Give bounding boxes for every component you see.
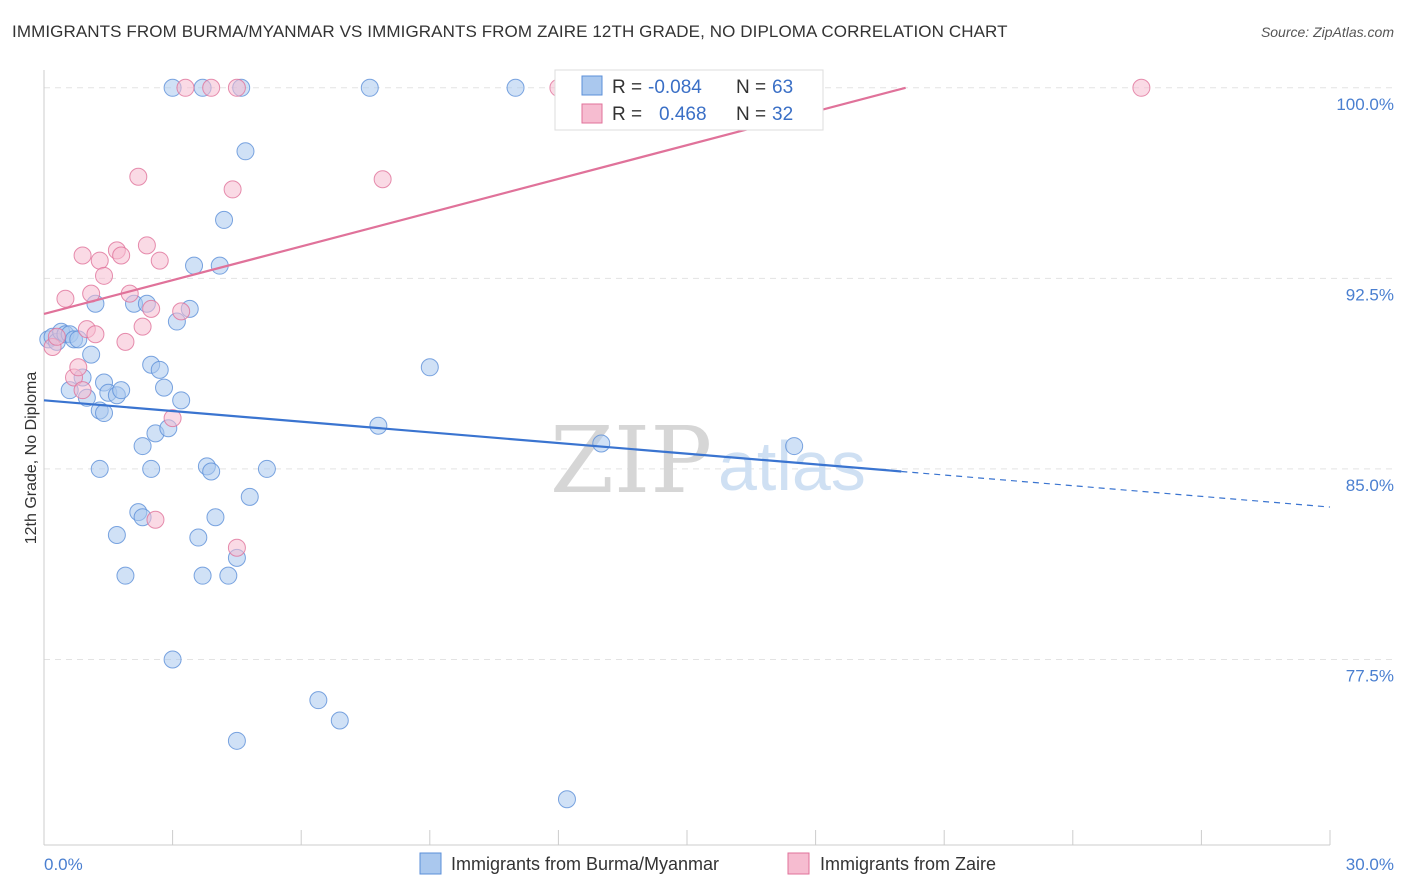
scatter-point-blue bbox=[189, 528, 208, 547]
scatter-point-blue bbox=[150, 360, 169, 379]
scatter-point-blue bbox=[163, 650, 182, 669]
source-label: Source: ZipAtlas.com bbox=[1260, 24, 1394, 40]
legend-swatch-blue bbox=[581, 75, 603, 96]
scatter-point-pink bbox=[1132, 78, 1151, 97]
scatter-point-blue bbox=[330, 711, 349, 730]
bottom-legend-label-blue: Immigrants from Burma/Myanmar bbox=[451, 854, 719, 874]
legend-swatch-pink bbox=[581, 103, 603, 124]
scatter-point-blue bbox=[112, 381, 131, 400]
scatter-point-blue bbox=[90, 459, 109, 478]
y-tick-label: 92.5% bbox=[1346, 285, 1394, 304]
scatter-point-blue bbox=[785, 437, 804, 456]
scatter-point-blue bbox=[420, 358, 439, 377]
legend-n-value-blue: 63 bbox=[772, 77, 793, 98]
watermark-zip: ZIP bbox=[550, 407, 712, 514]
scatter-point-blue bbox=[133, 437, 152, 456]
scatter-point-blue bbox=[236, 142, 255, 161]
scatter-point-blue bbox=[107, 526, 126, 544]
bottom-legend-swatch-blue bbox=[419, 852, 442, 875]
legend-n-label-pink: N = bbox=[736, 104, 766, 125]
x-tick-label-max: 30.0% bbox=[1346, 855, 1394, 874]
scatter-point-pink bbox=[137, 236, 156, 255]
series-legend: Immigrants from Burma/Myanmar Immigrants… bbox=[419, 852, 996, 875]
scatter-point-pink bbox=[95, 266, 114, 285]
scatter-point-pink bbox=[373, 170, 392, 189]
scatter-point-blue bbox=[240, 487, 259, 506]
scatter-point-blue bbox=[215, 210, 234, 229]
scatter-point-blue bbox=[219, 566, 238, 585]
scatter-point-pink bbox=[116, 332, 135, 351]
scatter-point-blue bbox=[193, 566, 212, 585]
scatter-point-blue bbox=[206, 508, 225, 527]
scatter-point-pink bbox=[69, 358, 88, 377]
scatter-point-blue bbox=[257, 459, 276, 478]
legend-r-label-blue: R = bbox=[612, 77, 642, 98]
scatter-point-blue bbox=[227, 731, 246, 750]
scatter-point-pink bbox=[146, 510, 165, 529]
legend-n-label-blue: N = bbox=[736, 77, 766, 98]
scatter-point-blue bbox=[369, 416, 388, 435]
scatter-point-pink bbox=[73, 246, 92, 265]
scatter-point-pink bbox=[163, 409, 182, 428]
scatter-point-blue bbox=[185, 256, 204, 275]
scatter-point-pink bbox=[90, 251, 109, 270]
correlation-legend: R = -0.084 N = 63 R = 0.468 N = 32 bbox=[554, 69, 824, 131]
scatter-point-pink bbox=[150, 251, 169, 270]
y-tick-labels: 77.5% 85.0% 92.5% 100.0% bbox=[1336, 95, 1394, 686]
trend-line-blue bbox=[43, 399, 902, 473]
scatter-point-blue bbox=[309, 691, 328, 710]
y-tick-label: 100.0% bbox=[1336, 95, 1394, 114]
legend-r-value-pink: 0.468 bbox=[659, 104, 707, 125]
scatter-point-pink bbox=[176, 78, 195, 97]
scatter-point-blue bbox=[82, 345, 101, 364]
axes bbox=[43, 70, 1330, 846]
scatter-point-pink bbox=[133, 317, 152, 336]
scatter-point-pink bbox=[202, 78, 221, 97]
bottom-legend-label-pink: Immigrants from Zaire bbox=[820, 854, 996, 874]
bottom-legend-swatch-pink bbox=[787, 852, 810, 875]
scatter-point-blue bbox=[142, 459, 161, 478]
chart-title: IMMIGRANTS FROM BURMA/MYANMAR VS IMMIGRA… bbox=[12, 22, 1008, 41]
y-tick-label: 77.5% bbox=[1346, 667, 1394, 686]
scatter-point-pink bbox=[86, 325, 105, 344]
watermark: ZIP atlas bbox=[550, 407, 866, 514]
legend-r-value-blue: -0.084 bbox=[648, 77, 702, 98]
scatter-point-blue bbox=[95, 404, 114, 423]
scatter-point-pink bbox=[227, 78, 246, 97]
scatter-point-pink bbox=[73, 381, 92, 400]
x-tick-labels: 0.0% 30.0% bbox=[44, 855, 1394, 874]
scatter-point-pink bbox=[172, 302, 191, 321]
legend-r-label-pink: R = bbox=[612, 104, 642, 125]
scatter-point-blue bbox=[360, 78, 379, 97]
scatter-point-pink bbox=[129, 167, 148, 186]
scatter-point-pink bbox=[47, 327, 66, 346]
scatter-point-pink bbox=[223, 180, 242, 199]
scatter-point-blue bbox=[592, 434, 611, 453]
x-tick-label-min: 0.0% bbox=[44, 855, 83, 874]
y-tick-label: 85.0% bbox=[1346, 476, 1394, 495]
scatter-point-blue bbox=[155, 378, 174, 397]
scatter-point-pink bbox=[142, 299, 161, 318]
trend-extension-blue bbox=[901, 470, 1331, 508]
scatter-point-blue bbox=[202, 462, 221, 481]
scatter-point-blue bbox=[506, 78, 525, 97]
scatter-point-blue bbox=[116, 566, 135, 585]
scatter-point-pink bbox=[56, 289, 75, 308]
scatter-point-blue bbox=[557, 790, 576, 809]
y-axis-title: 12th Grade, No Diploma bbox=[23, 372, 40, 545]
legend-n-value-pink: 32 bbox=[772, 104, 793, 125]
scatter-point-pink bbox=[227, 538, 246, 557]
scatter-point-pink bbox=[112, 246, 131, 265]
scatter-point-blue bbox=[172, 391, 191, 410]
